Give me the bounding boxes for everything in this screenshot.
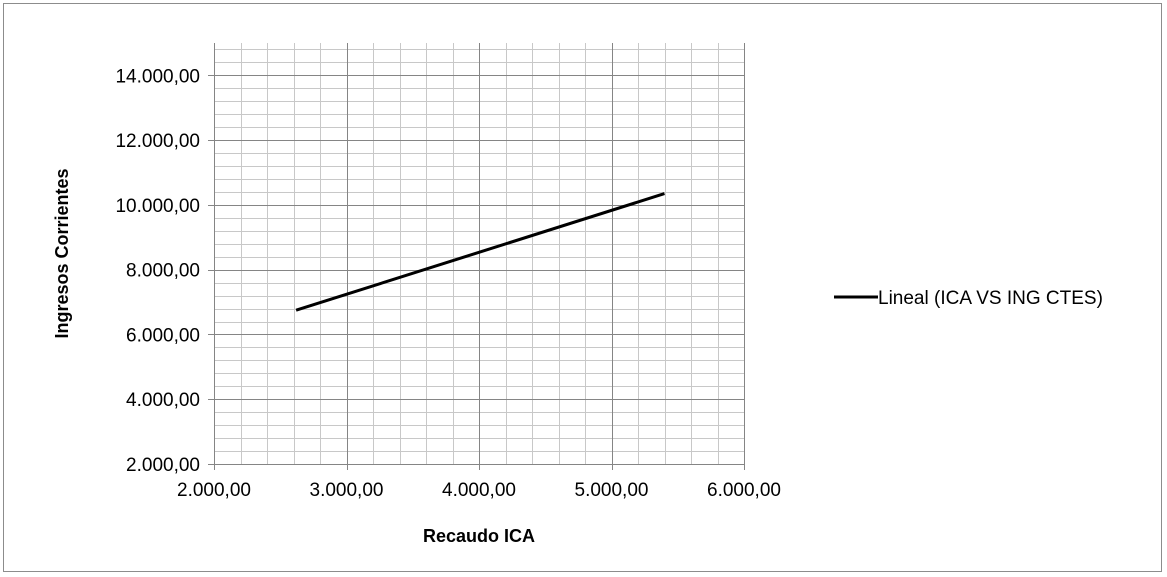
x-tick-label: 2.000,00 — [177, 480, 251, 501]
x-tick-label: 6.000,00 — [707, 480, 781, 501]
y-tick-label: 4.000,00 — [126, 390, 200, 411]
y-axis-title: Ingresos Corrientes — [52, 168, 72, 338]
x-tick-label: 4.000,00 — [442, 480, 516, 501]
chart-svg: 2.000,00 3.000,00 4.000,00 5.000,00 6.000,00… — [52, 43, 1103, 546]
y-tick-label: 8.000,00 — [126, 261, 200, 282]
y-tick-label: 2.000,00 — [126, 455, 200, 476]
major-gridlines — [208, 43, 745, 470]
y-tick-label: 14.000,00 — [115, 66, 200, 87]
x-axis-title: Recaudo ICA — [423, 526, 535, 546]
legend-label: Lineal (ICA VS ING CTES) — [878, 288, 1103, 309]
trendline-series — [295, 192, 665, 312]
x-tick-label: 5.000,00 — [575, 480, 649, 501]
tick-labels: 2.000,00 3.000,00 4.000,00 5.000,00 6.000,00… — [115, 66, 781, 501]
y-tick-label: 12.000,00 — [115, 131, 200, 152]
chart-area: 2.000,00 3.000,00 4.000,00 5.000,00 6.000,00… — [3, 3, 1162, 572]
axes — [214, 43, 745, 465]
y-tick-label: 10.000,00 — [115, 196, 200, 217]
legend: Lineal (ICA VS ING CTES) — [834, 288, 1103, 309]
y-tick-label: 6.000,00 — [126, 325, 200, 346]
x-tick-label: 3.000,00 — [310, 480, 384, 501]
series-layer — [295, 192, 665, 312]
